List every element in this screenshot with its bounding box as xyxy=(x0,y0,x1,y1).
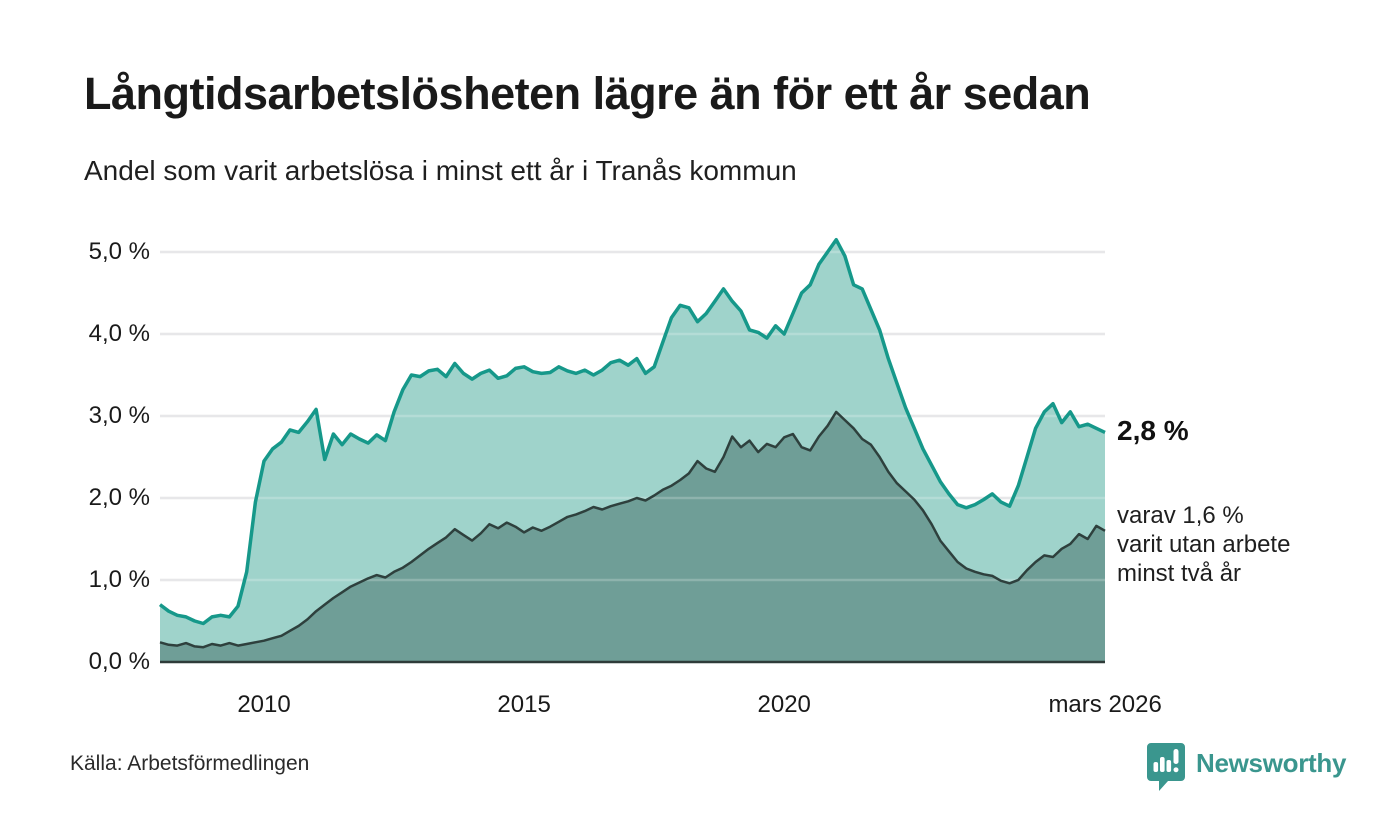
annotation-latest-value: 2,8 % xyxy=(1117,415,1189,446)
area-series-2 xyxy=(160,411,1105,662)
line-series-1 xyxy=(158,237,1106,626)
line-series-2 xyxy=(159,410,1106,649)
annotation-two-year-value: varav 1,6 % varit utan arbete minst två … xyxy=(1117,501,1290,588)
newsworthy-icon xyxy=(1147,743,1185,791)
y-tick-label: 2,0 % xyxy=(88,484,150,511)
chart-title: Långtidsarbetslösheten lägre än för ett … xyxy=(84,68,1091,119)
y-tick-label: 0,0 % xyxy=(88,648,150,675)
annotation-line-2: varit utan arbete xyxy=(1117,531,1291,558)
y-tick-label: 1,0 % xyxy=(88,566,150,593)
source-note: Källa: Arbetsförmedlingen xyxy=(70,752,310,775)
annotation-line-3: minst två år xyxy=(1117,560,1242,587)
newsworthy-logo: Newsworthy xyxy=(1146,742,1346,792)
newsworthy-wordmark: Newsworthy xyxy=(1196,748,1347,778)
x-tick-label: 2015 xyxy=(497,691,551,718)
x-tick-label: 2010 xyxy=(237,691,291,718)
chart-subtitle: Andel som varit arbetslösa i minst ett å… xyxy=(84,155,797,186)
y-tick-label: 5,0 % xyxy=(88,238,150,265)
x-tick-label: 2020 xyxy=(757,691,811,718)
annotation-line-1: varav 1,6 % xyxy=(1117,502,1244,529)
y-tick-label: 4,0 % xyxy=(88,320,150,347)
y-tick-label: 3,0 % xyxy=(88,402,150,429)
x-tick-label: mars 2026 xyxy=(1048,691,1162,718)
